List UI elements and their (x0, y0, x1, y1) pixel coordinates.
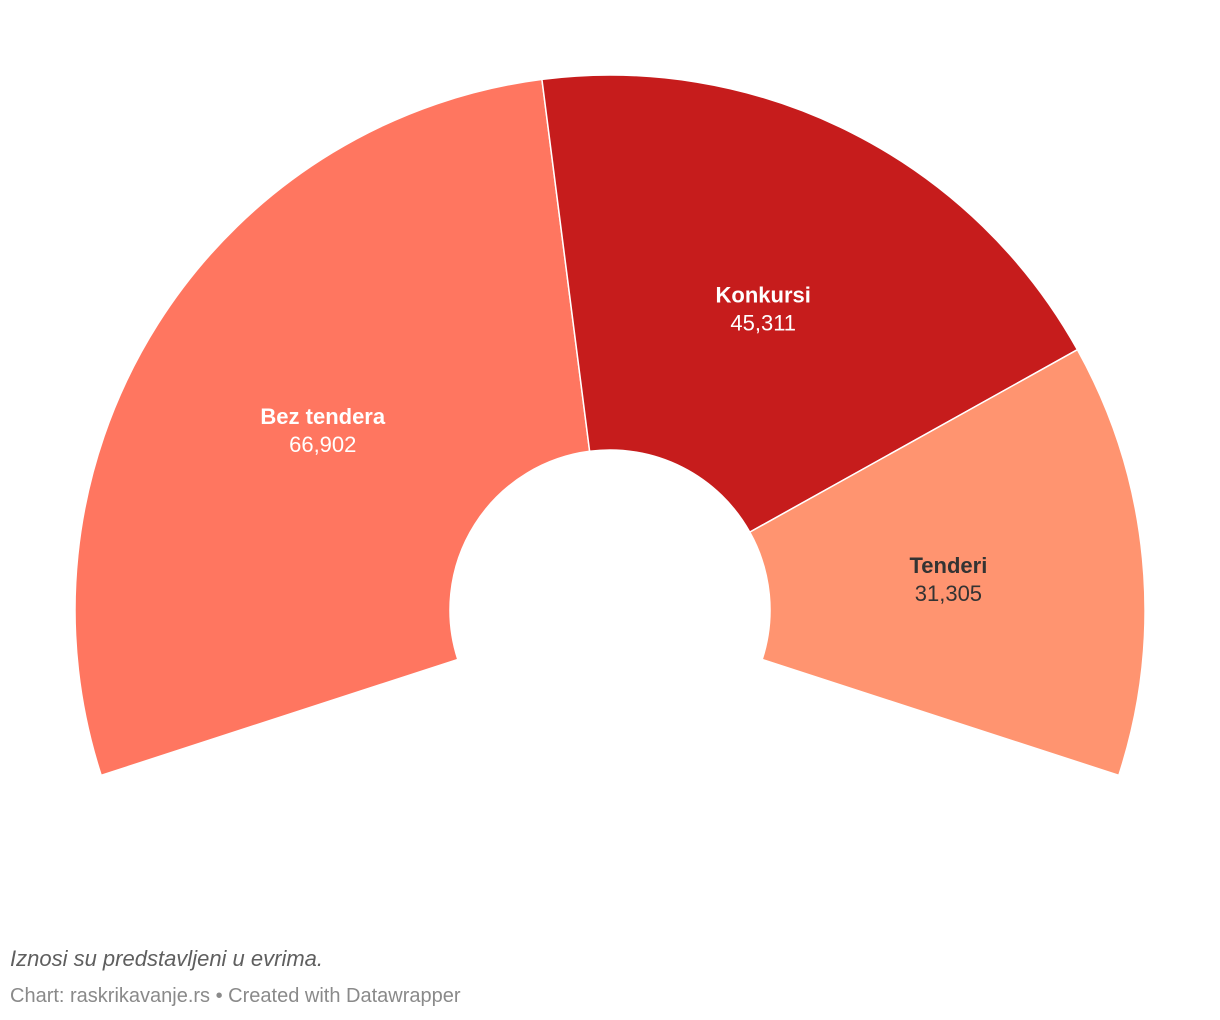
slice-bez-tendera (74, 78, 591, 777)
chart-area: Bez tendera 66,902 Konkursi 45,311 Tenderi 31… (74, 74, 1146, 777)
slice-label: Tenderi (909, 553, 987, 578)
slice-konkursi (541, 74, 1079, 534)
slice-label: Bez tendera (260, 404, 385, 429)
slice-value-label: 31,305 (915, 581, 982, 606)
donut-chart: Bez tendera 66,902 Konkursi 45,311 Tenderi 31… (74, 74, 1146, 777)
slices-layer (74, 74, 1146, 777)
slice-label: Konkursi (716, 282, 811, 307)
slice-tenderi (748, 348, 1146, 777)
slice-value-label: 66,902 (289, 432, 356, 457)
labels-layer: Bez tendera 66,902 Konkursi 45,311 Tenderi 31… (260, 282, 987, 606)
chart-notes: Iznosi su predstavljeni u evrima. (10, 946, 324, 971)
slice-value-label: 45,311 (730, 310, 796, 335)
chart-source: Chart: raskrikavanje.rs • Created with D… (10, 985, 461, 1007)
